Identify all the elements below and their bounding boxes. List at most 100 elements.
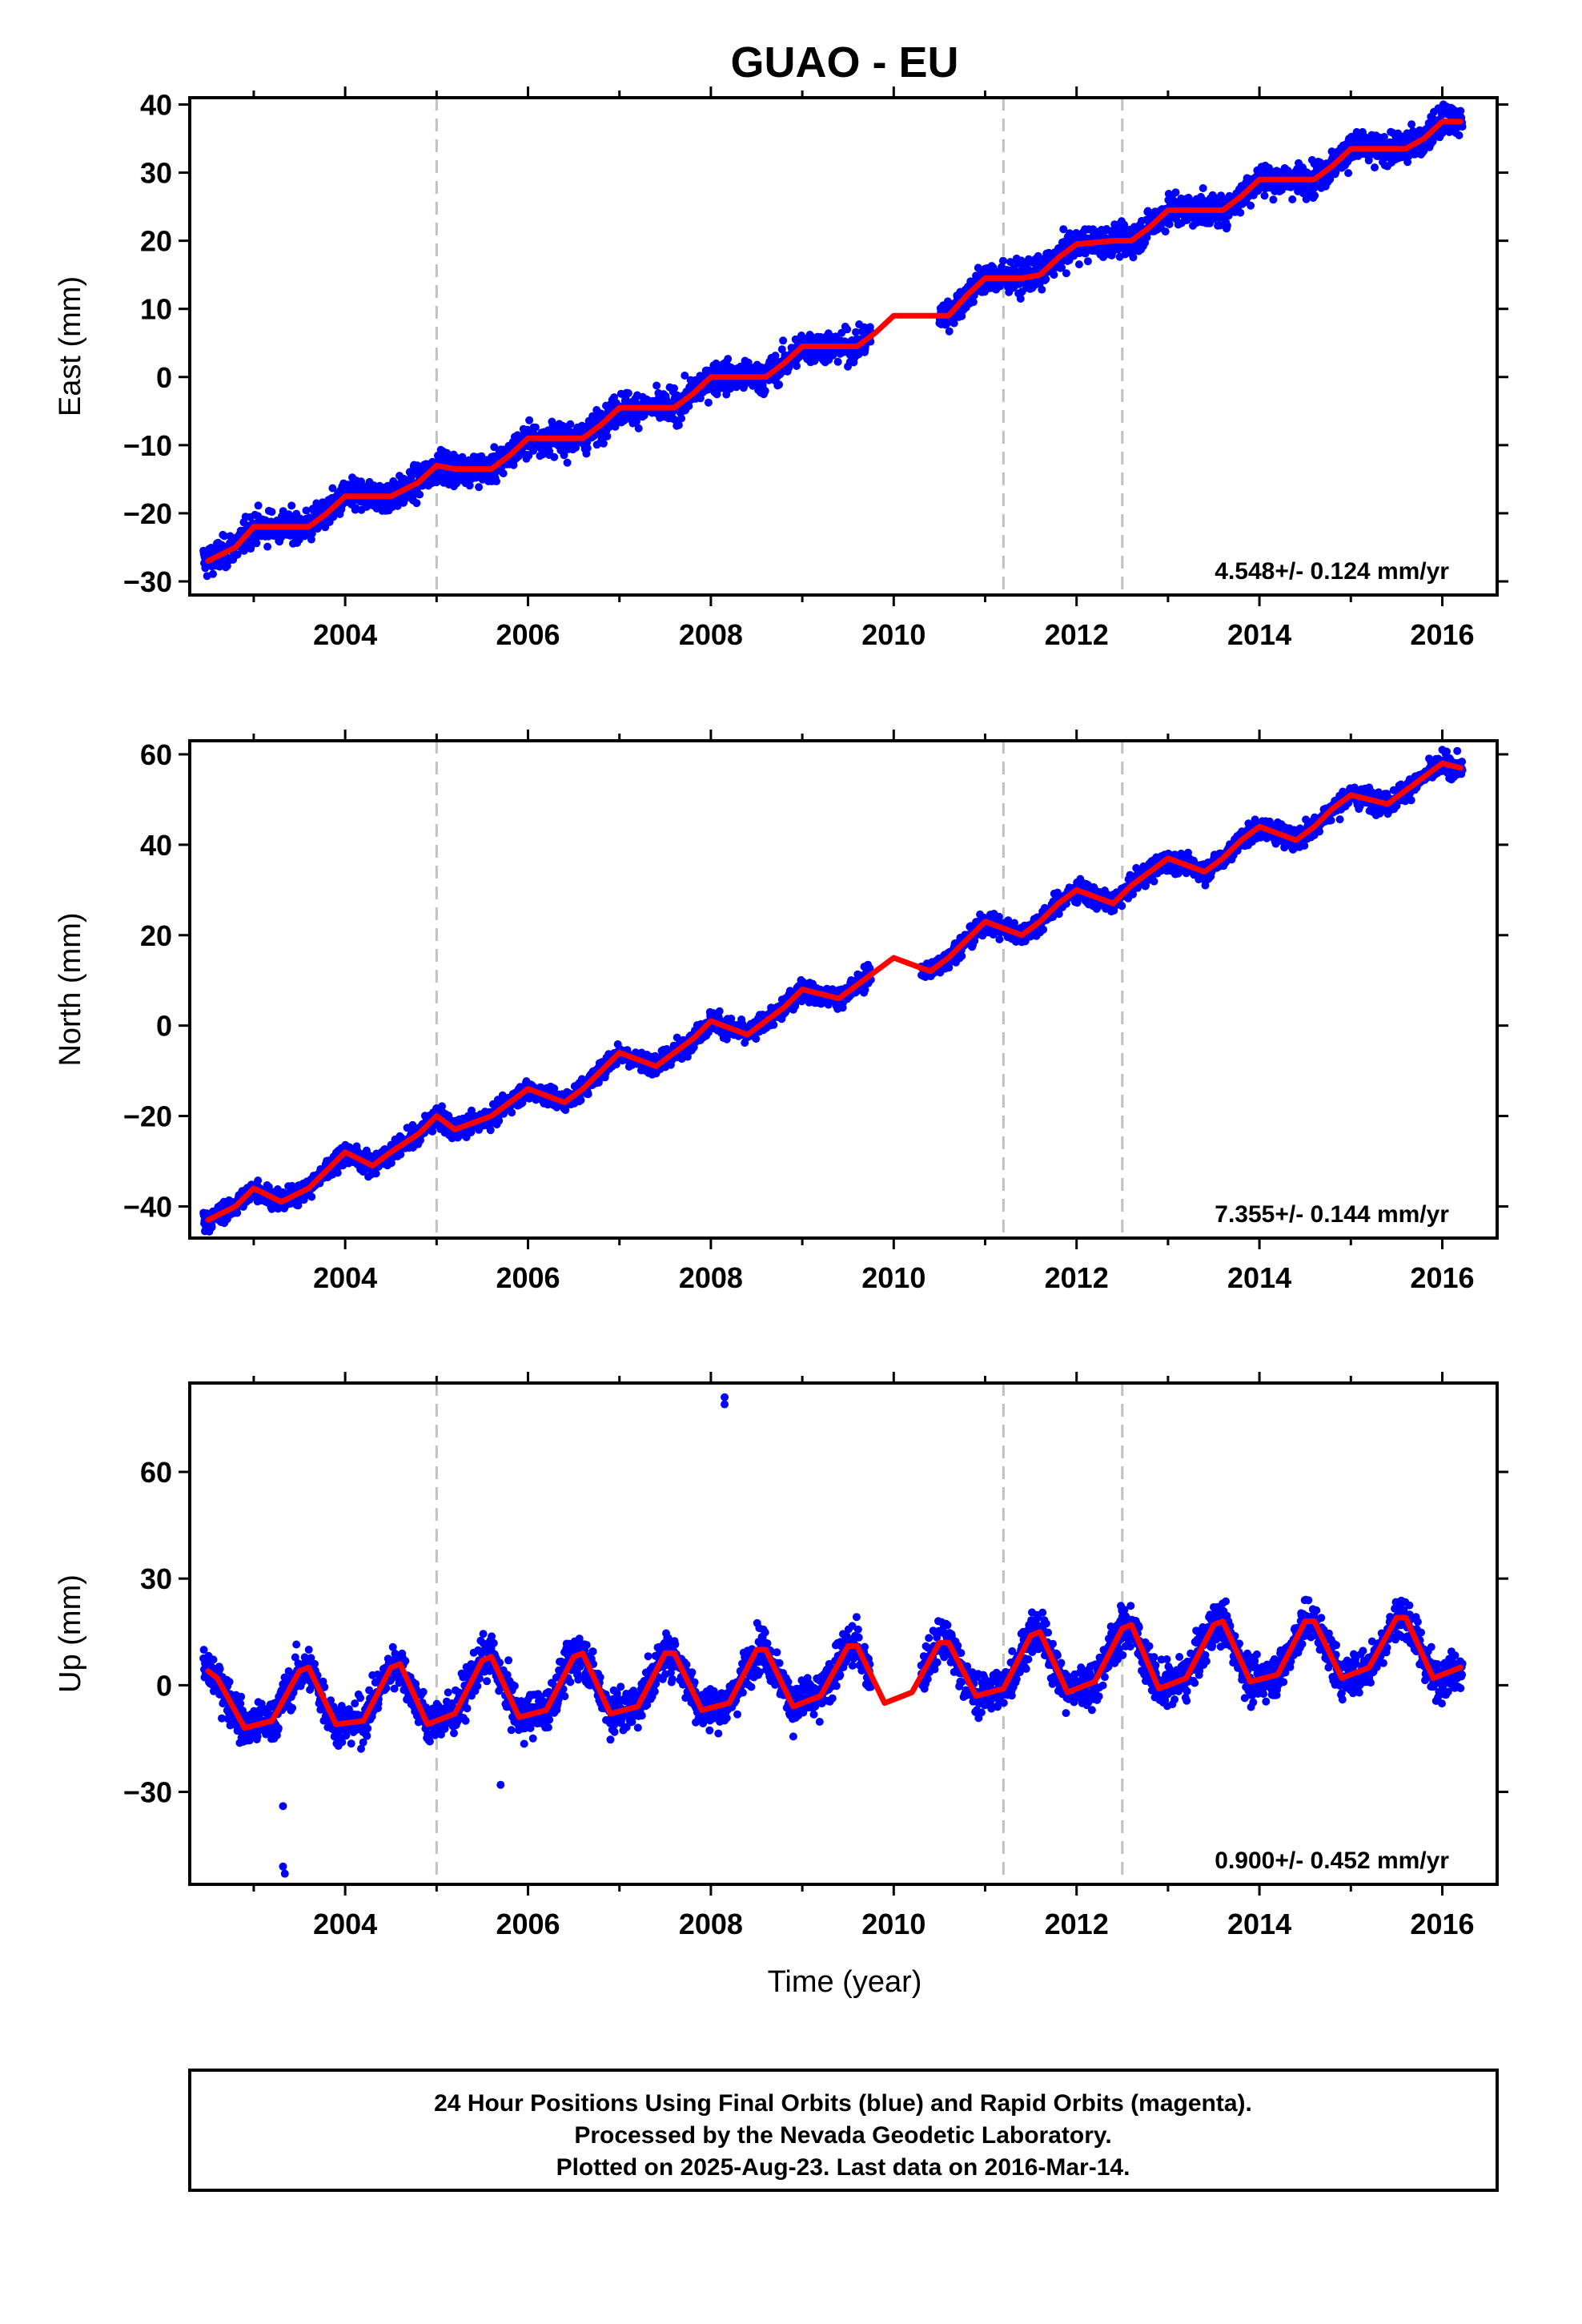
x-tick-label: 2016 [1410, 618, 1474, 651]
data-point [1034, 251, 1042, 260]
data-point [1269, 195, 1278, 204]
data-point [779, 336, 788, 345]
data-point [370, 481, 378, 490]
data-point [371, 1169, 380, 1178]
data-point [254, 1176, 263, 1185]
data-point [252, 539, 261, 548]
y-axis-label: East (mm) [54, 276, 87, 416]
data-point [599, 439, 608, 448]
data-point [1247, 201, 1255, 210]
data-point [475, 483, 484, 492]
data-point [945, 327, 954, 336]
data-point [233, 550, 242, 559]
data-point [239, 546, 248, 555]
data-point [307, 1192, 316, 1201]
data-point [1042, 275, 1050, 283]
data-point [1236, 208, 1245, 217]
data-point [1171, 188, 1180, 197]
data-point [1016, 295, 1025, 303]
y-tick-label: 40 [140, 89, 172, 122]
data-point [1083, 257, 1092, 266]
data-point [1062, 269, 1070, 278]
data-point [1371, 163, 1379, 172]
data-point [393, 501, 402, 510]
data-point [843, 325, 852, 334]
data-point [302, 506, 311, 515]
y-tick-label: −20 [123, 497, 172, 530]
data-point [254, 501, 263, 510]
data-point [1223, 221, 1231, 230]
data-point [1050, 271, 1058, 279]
data-point [508, 1108, 516, 1117]
data-point [1407, 120, 1416, 129]
x-tick-label: 2006 [496, 618, 560, 651]
data-point [1199, 184, 1207, 192]
data-point [495, 1116, 504, 1125]
data-point [328, 484, 337, 493]
data-point [1074, 260, 1083, 269]
data-point [412, 499, 421, 508]
data-points [199, 100, 1467, 581]
data-point [769, 1020, 778, 1029]
y-tick-label: −10 [123, 429, 172, 462]
data-point [603, 432, 612, 440]
data-point [584, 1090, 592, 1099]
data-point [775, 380, 784, 389]
data-point [715, 1007, 724, 1015]
east-panel: −30 −20 −10 0 10 20 30 40 2004 2006 2008 2010 2012 20… [54, 86, 1508, 651]
data-point [307, 535, 315, 544]
data-point [1038, 285, 1046, 294]
data-point [652, 381, 661, 390]
data-point [576, 1096, 585, 1104]
data-point [998, 256, 1007, 265]
data-point [209, 569, 217, 578]
x-tick-label: 2014 [1227, 618, 1291, 651]
y-tick-label: −30 [123, 565, 172, 598]
data-point [1165, 220, 1174, 228]
data-point [492, 477, 500, 485]
x-tick-label: 2004 [313, 618, 377, 651]
data-point [486, 1126, 495, 1135]
data-point [761, 387, 769, 395]
data-point [563, 458, 572, 467]
y-tick-label: 30 [140, 157, 172, 190]
data-point [677, 414, 686, 423]
data-point [226, 532, 235, 541]
data-point [624, 389, 632, 397]
data-point [223, 561, 231, 570]
data-point [670, 384, 678, 392]
data-point [833, 357, 842, 366]
data-point [566, 420, 575, 428]
x-tick-label: 2010 [861, 618, 926, 651]
x-tick-label: 2008 [679, 618, 743, 651]
data-point [307, 529, 316, 538]
data-point [263, 542, 272, 551]
data-points [199, 746, 1467, 1236]
data-point [499, 469, 508, 478]
data-point [752, 1035, 761, 1043]
data-point [550, 452, 559, 461]
data-point [220, 532, 229, 541]
chart-title: GUAO - EU [730, 38, 958, 86]
data-point [416, 490, 424, 499]
y-tick-label: 20 [140, 225, 172, 258]
data-point [724, 355, 733, 364]
data-point [793, 362, 801, 370]
data-point [1344, 169, 1353, 178]
data-point [583, 444, 592, 452]
data-point [1129, 253, 1138, 262]
data-point [1455, 131, 1464, 139]
data-point [531, 423, 540, 432]
x-tick-label: 2012 [1045, 618, 1109, 651]
data-point [287, 501, 296, 510]
data-point [525, 416, 534, 424]
data-point [1161, 227, 1170, 236]
data-point [207, 1223, 216, 1232]
data-point [1311, 191, 1319, 200]
data-point [704, 398, 713, 407]
y-tick-label: 0 [156, 361, 172, 394]
y-tick-label: 10 [140, 293, 172, 326]
data-point [634, 424, 643, 432]
data-point [1288, 195, 1297, 203]
